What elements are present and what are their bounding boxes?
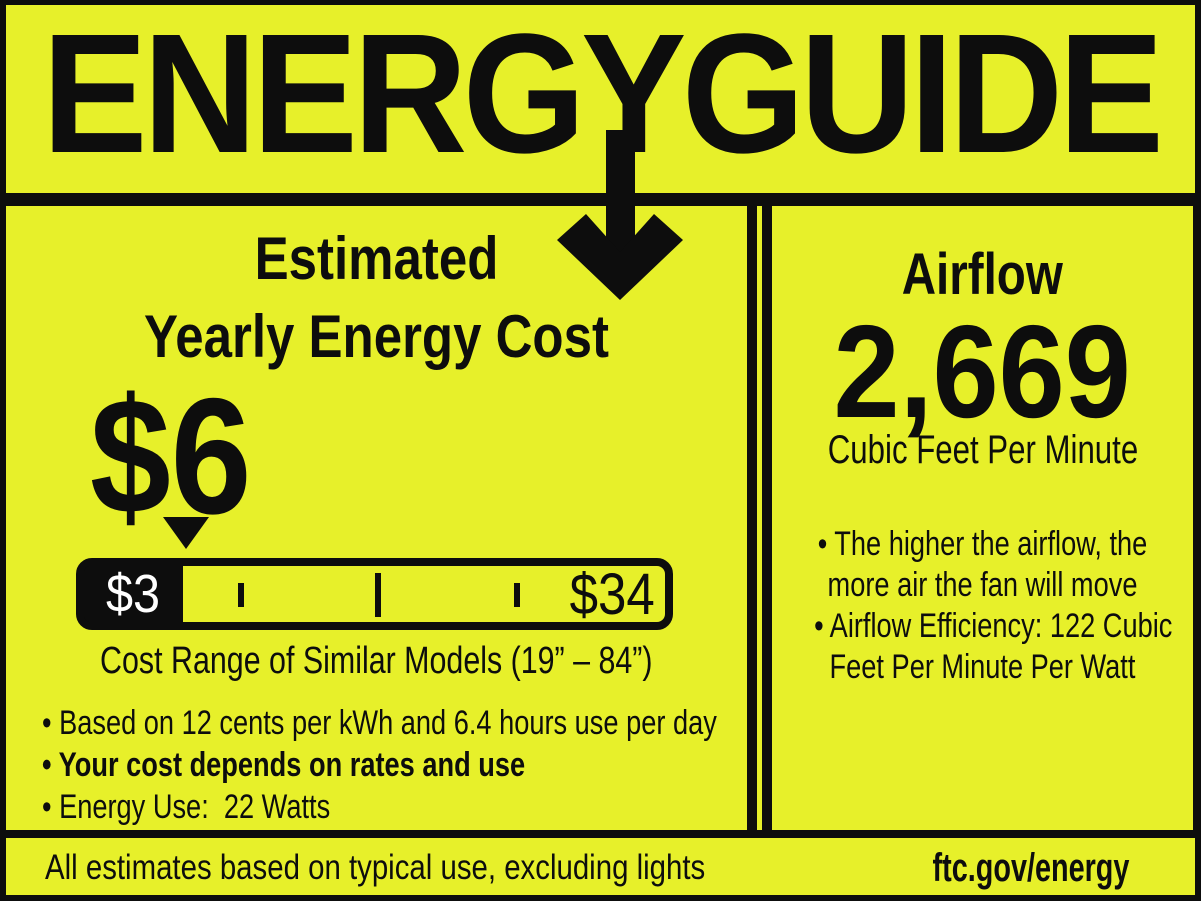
list-item: • Energy Use: 22 Watts [42,788,331,826]
list-item-continued: more air the fan will move [827,566,1138,604]
scale-caption: Cost Range of Similar Models (19” – 84”) [100,640,653,682]
pointer-triangle-icon [163,517,209,549]
footer-url: ftc.gov/energy [932,846,1129,890]
scale-max-segment: $34 [558,562,655,627]
cost-notes-list: • Based on 12 cents per kWh and 6.4 hour… [42,702,886,828]
list-item: • Based on 12 cents per kWh and 6.4 hour… [42,704,717,742]
scale-min-segment: $3 [84,564,183,624]
airflow-value: 2,669 [833,298,1132,445]
footer: All estimates based on typical use, excl… [6,838,1195,895]
list-item: • The higher the airflow, the [817,525,1148,563]
cost-panel: Estimated Yearly Energy Cost $6 $3 $34 C… [6,206,747,830]
down-arrow-icon [557,130,683,300]
list-item: • Airflow Efficiency: 122 Cubic [814,607,1173,645]
list-item-continued: Feet Per Minute Per Watt [829,648,1136,686]
cost-range-scale: $3 $34 [76,558,673,630]
airflow-notes-list: • The higher the airflow, the more air t… [772,524,1193,688]
scale-min-label: $3 [106,564,161,624]
list-item: • Your cost depends on rates and use [42,746,526,784]
airflow-heading: Airflow [901,242,1064,307]
airflow-unit: Cubic Feet Per Minute [827,428,1138,472]
scale-tick [238,583,244,607]
scale-tick [514,583,520,607]
yearly-cost-value: $6 [90,364,252,548]
cost-heading-line2: Yearly Energy Cost [144,303,609,370]
airflow-panel: Airflow 2,669 Cubic Feet Per Minute • Th… [772,206,1193,830]
footer-note: All estimates based on typical use, excl… [45,848,706,887]
energyguide-title: ENERGYGUIDE [41,0,1164,189]
cost-heading-line1: Estimated [254,225,499,292]
header: ENERGYGUIDE [6,5,1195,193]
cost-panel-heading: Estimated Yearly Energy Cost [6,220,747,376]
scale-max-label: $34 [569,561,655,627]
scale-tick [375,573,381,617]
panel-divider [757,206,762,830]
